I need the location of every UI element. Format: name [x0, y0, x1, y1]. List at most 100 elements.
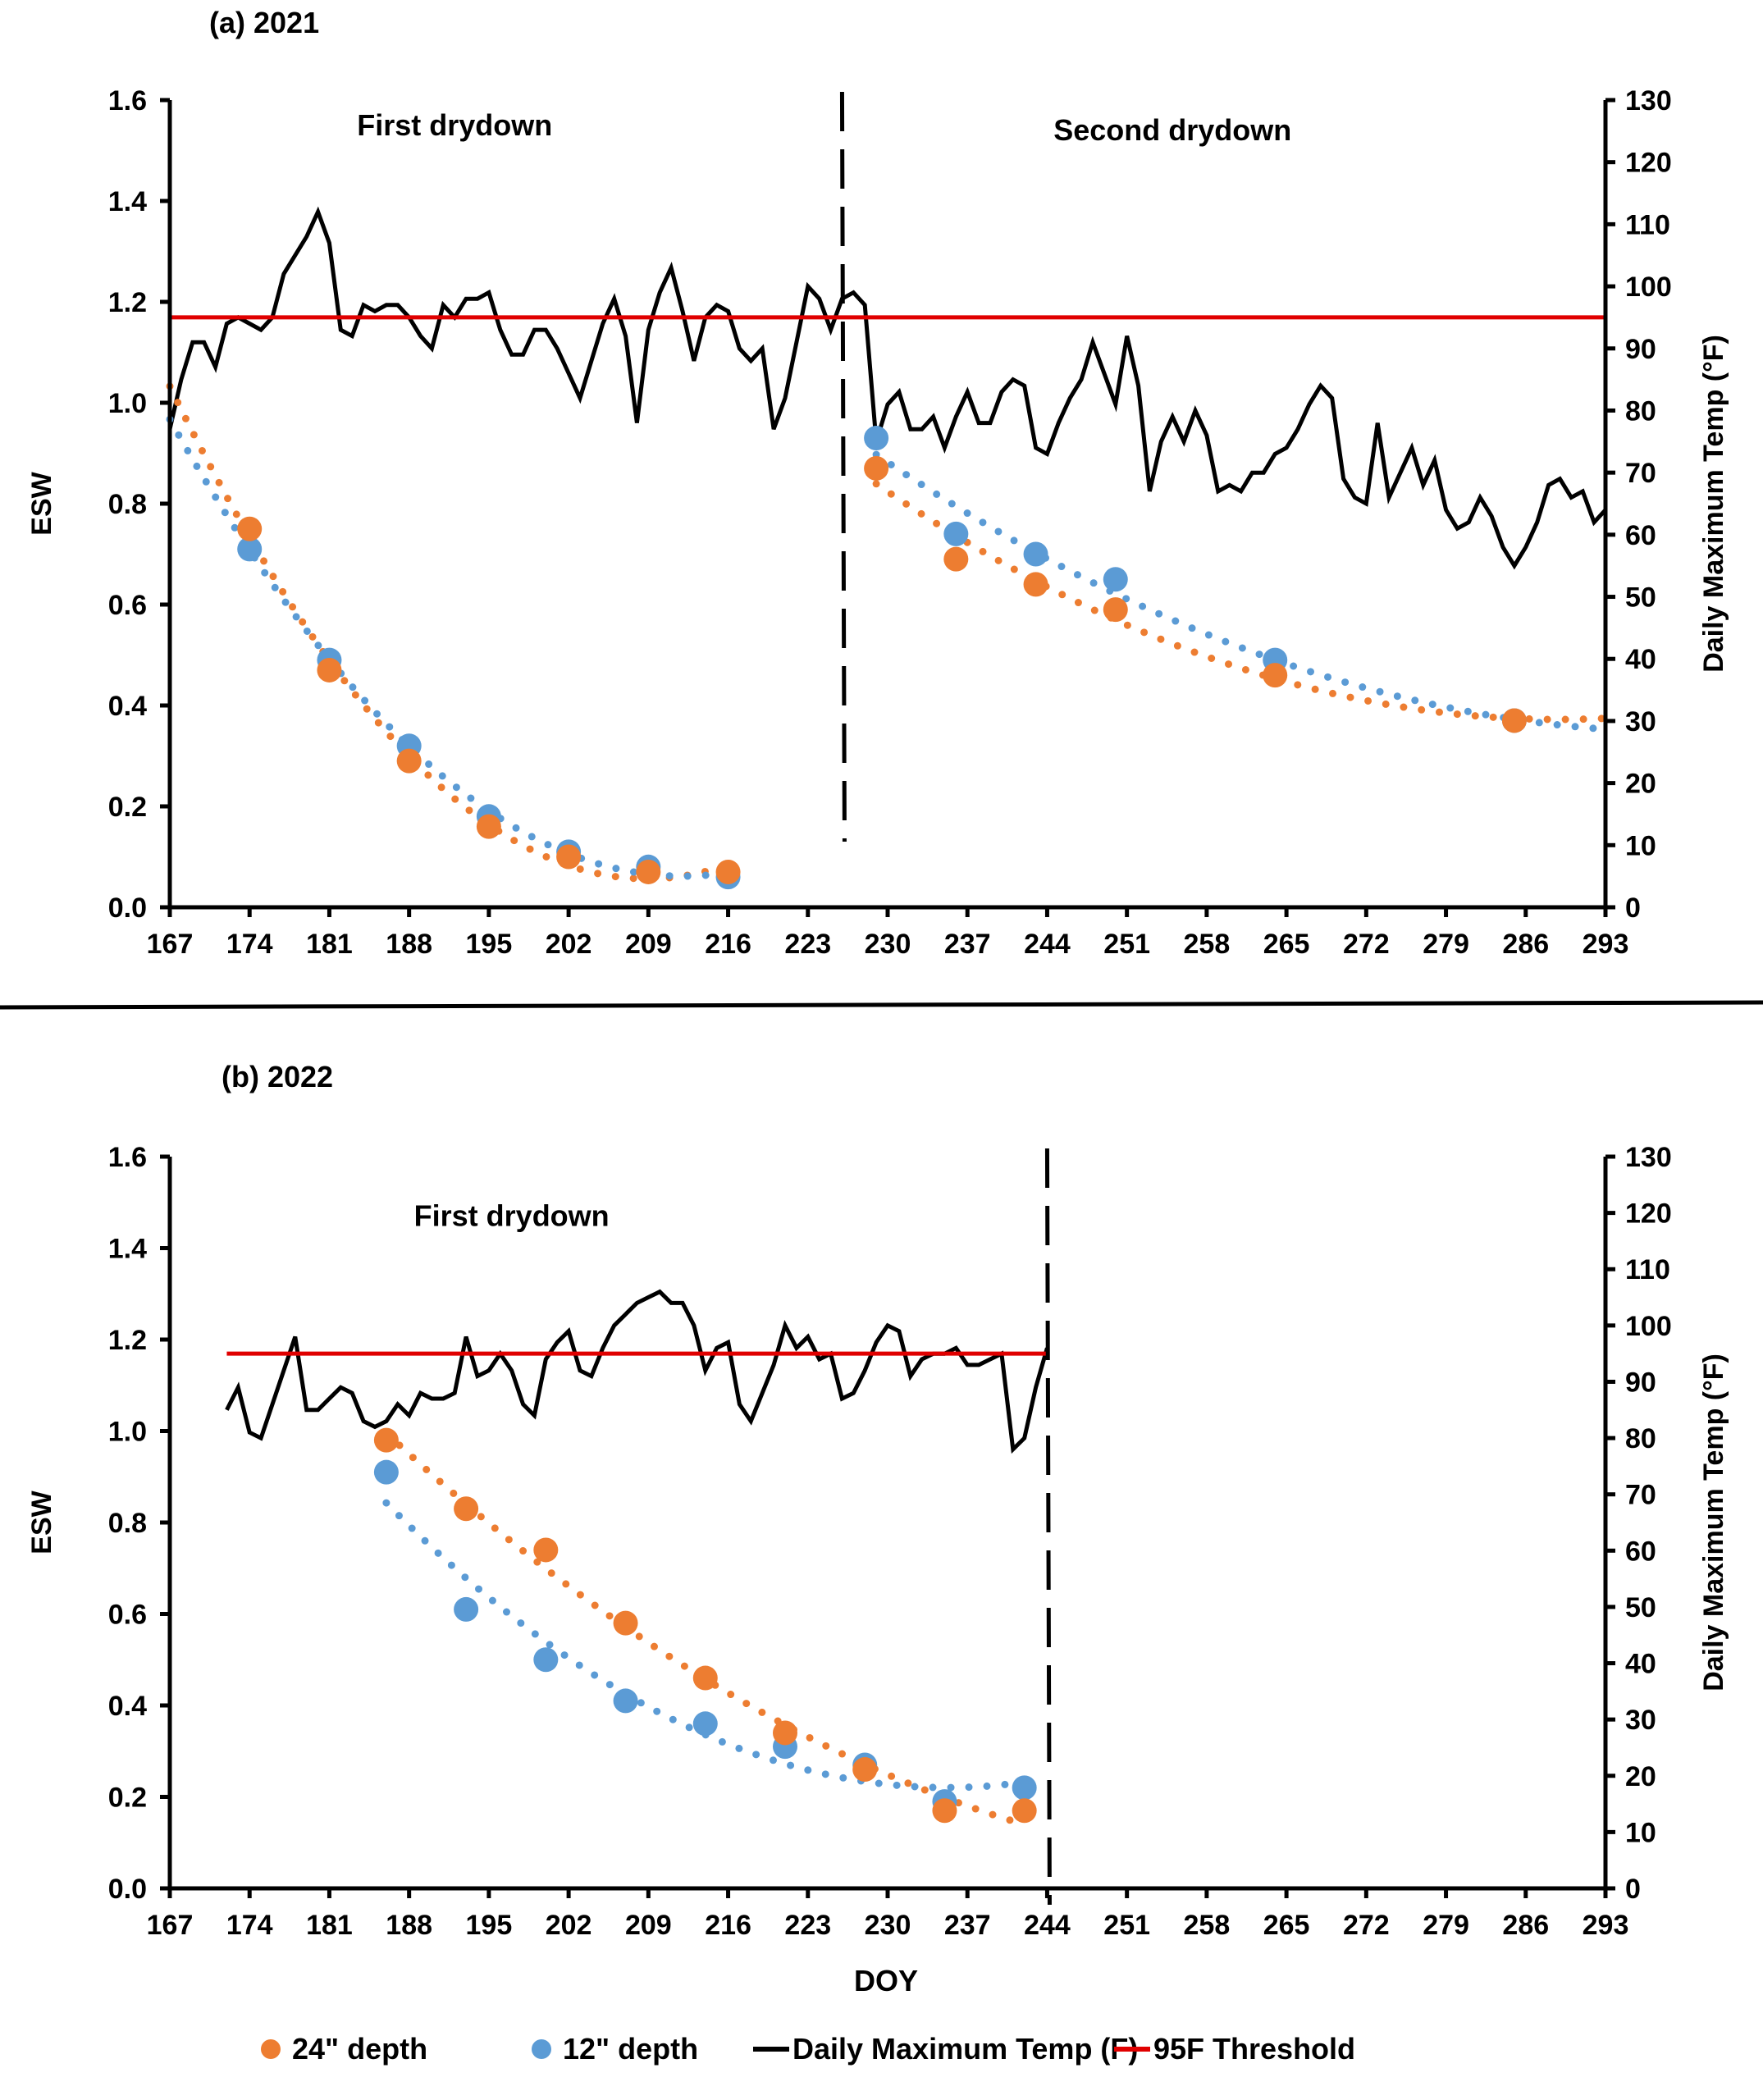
y-tick-label: 1.0	[108, 1417, 147, 1448]
annotation-first-drydown: First drydown	[414, 1198, 610, 1232]
data-point-24in	[852, 1757, 878, 1783]
y2-tick-label: 0	[1625, 892, 1641, 924]
x-tick-label: 279	[1423, 929, 1469, 960]
y2-tick-label: 0	[1625, 1874, 1641, 1905]
legend-label: 95F Threshold	[1153, 2032, 1355, 2066]
legend-item: 95F Threshold	[1114, 2032, 1355, 2066]
data-point-24in	[613, 1610, 638, 1636]
drydown-divider	[839, 91, 847, 842]
legend-marker	[261, 2039, 281, 2059]
y-tick-label: 0.8	[108, 1508, 147, 1539]
y-tick-label: 0.2	[108, 792, 147, 823]
data-point-24in	[1012, 1798, 1037, 1824]
data-point-24in	[237, 516, 263, 541]
data-point-12in	[613, 1688, 638, 1714]
y2-tick-label: 30	[1625, 1705, 1656, 1736]
x-tick-label: 195	[466, 929, 513, 960]
y2-tick-label: 80	[1625, 395, 1656, 427]
data-point-24in	[692, 1665, 718, 1691]
y2-axis-label: Daily Maximum Temp (°F)	[1698, 1354, 1729, 1691]
drydown-divider	[1044, 1148, 1052, 1906]
data-point-24in	[864, 455, 889, 481]
y2-tick-label: 10	[1625, 1817, 1656, 1848]
legend-item: 24" depth	[261, 2032, 427, 2066]
x-tick-label: 202	[546, 1910, 592, 1941]
data-point-24in	[1023, 572, 1048, 597]
x-tick-label: 174	[226, 929, 273, 960]
x-tick-label: 286	[1502, 929, 1549, 960]
y-tick-label: 0.0	[108, 892, 147, 924]
trend-line-24in	[872, 480, 1610, 724]
x-tick-label: 244	[1024, 1910, 1071, 1941]
y-tick-label: 1.6	[108, 1142, 147, 1173]
y2-tick-label: 80	[1625, 1423, 1656, 1454]
panel-title: (a) 2021	[209, 6, 319, 39]
data-point-24in	[476, 814, 501, 839]
x-tick-label: 209	[625, 1910, 672, 1941]
x-tick-label: 223	[784, 1910, 831, 1941]
y2-tick-label: 60	[1625, 520, 1656, 551]
data-point-12in	[1103, 567, 1128, 592]
data-point-12in	[692, 1711, 718, 1737]
data-point-24in	[773, 1720, 797, 1746]
legend-label: 12" depth	[563, 2032, 698, 2066]
y-tick-label: 0.6	[108, 590, 147, 621]
data-point-12in	[533, 1647, 559, 1673]
trend-line-12in	[166, 415, 733, 880]
x-axis-label: DOY	[854, 1964, 918, 1997]
x-tick-label: 286	[1502, 1910, 1549, 1941]
y2-axis-label: Daily Maximum Temp (°F)	[1698, 335, 1729, 673]
data-point-12in	[373, 1459, 399, 1485]
x-tick-label: 216	[705, 1910, 751, 1941]
data-point-24in	[556, 844, 582, 870]
annotation-first-drydown: First drydown	[357, 108, 552, 142]
legend-item: Daily Maximum Temp (F)	[753, 2032, 1138, 2066]
x-tick-label: 251	[1103, 929, 1150, 960]
y-tick-label: 1.2	[108, 287, 147, 318]
y-tick-label: 1.2	[108, 1325, 147, 1356]
y2-tick-label: 100	[1625, 1311, 1672, 1342]
x-tick-label: 244	[1024, 929, 1071, 960]
temp-line	[167, 206, 1607, 570]
x-tick-label: 216	[705, 929, 751, 960]
y-tick-label: 0.8	[108, 489, 147, 520]
y2-tick-label: 10	[1625, 830, 1656, 861]
panel-2021: (a) 2021 0.0 0.2 0.4 0.6 0.8 1.0 1.2 1.4 1.6 0 10 2…	[26, 6, 1729, 960]
y-tick-label: 0.2	[108, 1783, 147, 1814]
x-tick-label: 181	[306, 1910, 353, 1941]
x-tick-label: 223	[784, 929, 831, 960]
data-point-12in	[864, 426, 889, 451]
data-point-24in	[1263, 663, 1288, 688]
y2-tick-label: 50	[1625, 582, 1656, 614]
x-tick-label: 279	[1423, 1910, 1469, 1941]
data-point-12in	[237, 536, 263, 562]
trend-line-12in	[382, 1499, 1029, 1792]
legend-marker	[532, 2039, 551, 2059]
y-tick-label: 1.6	[108, 85, 147, 116]
data-point-24in	[636, 859, 661, 884]
panel-2022: (b) 2022 0.0 0.2 0.4 0.6 0.8 1.0 1.2 1.4 1.6 0 10 2…	[26, 1060, 1729, 1941]
x-tick-label: 202	[546, 929, 592, 960]
data-point-12in	[943, 521, 969, 546]
y2-tick-label: 40	[1625, 1649, 1656, 1680]
y2-tick-label: 40	[1625, 644, 1656, 675]
x-tick-label: 188	[386, 929, 432, 960]
x-tick-label: 167	[147, 929, 194, 960]
y-tick-label: 0.4	[108, 1691, 147, 1722]
data-point-24in	[943, 546, 969, 572]
legend-item: 12" depth	[532, 2032, 698, 2066]
y2-tick-label: 70	[1625, 458, 1656, 489]
y2-tick-label: 120	[1625, 1198, 1672, 1230]
x-tick-label: 195	[466, 1910, 513, 1941]
y-tick-label: 0.0	[108, 1874, 147, 1905]
data-point-12in	[1023, 541, 1048, 567]
x-tick-label: 237	[944, 929, 991, 960]
y2-tick-label: 100	[1625, 272, 1672, 303]
data-point-24in	[373, 1427, 399, 1453]
x-tick-label: 167	[147, 1910, 194, 1941]
data-point-24in	[317, 657, 342, 682]
y-tick-label: 1.4	[108, 1234, 147, 1265]
y2-tick-label: 130	[1625, 85, 1672, 116]
data-point-24in	[715, 859, 741, 884]
